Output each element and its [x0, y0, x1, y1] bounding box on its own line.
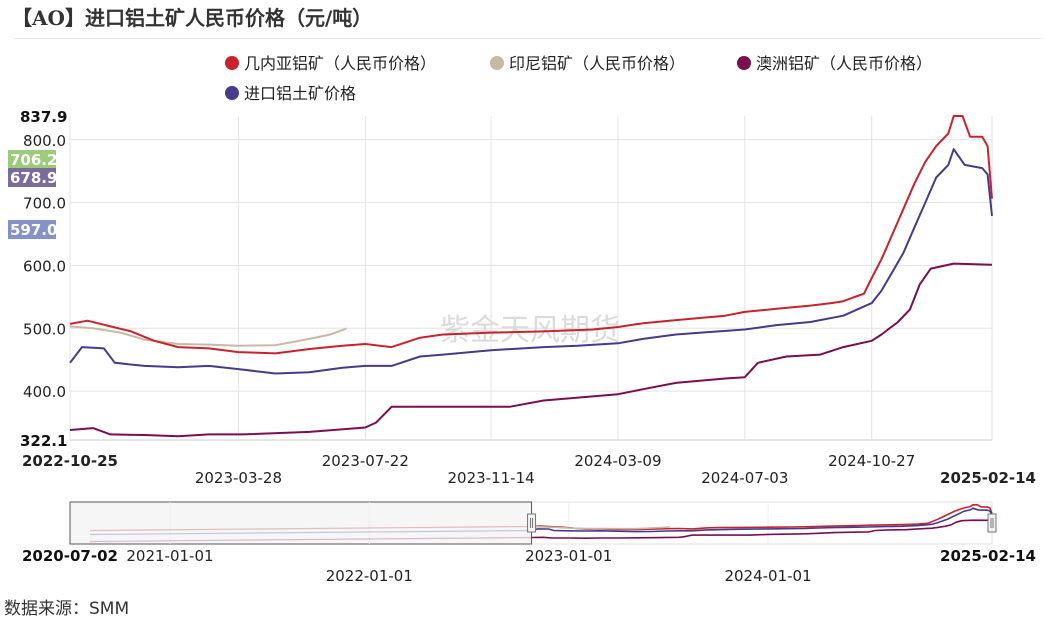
navigator-series-line: [531, 525, 670, 530]
last-value-badge: [8, 220, 56, 239]
navigator-series-line: [531, 507, 993, 533]
last-value-label: 678.9: [10, 169, 57, 187]
chart-canvas: 几内亚铝矿（人民币价格） 印尼铝矿（人民币价格） 澳洲铝矿（人民币价格） 进口铝土矿价…: [8, 54, 1036, 585]
legend-marker: [225, 56, 239, 70]
navigator-history-trace: [89, 526, 532, 532]
x-tick-label: 2023-11-14: [447, 469, 534, 487]
series-line: [69, 115, 993, 355]
legend-item-label: 进口铝土矿价格: [244, 84, 356, 103]
x-tick-label: 2025-02-14: [940, 469, 1036, 487]
legend[interactable]: 几内亚铝矿（人民币价格） 印尼铝矿（人民币价格） 澳洲铝矿（人民币价格） 进口铝土矿价…: [225, 54, 932, 103]
y-axis: 400.0 500.0 600.0 700.0 800.0 837.9 322.1 706.2…: [8, 108, 67, 450]
x-tick-label: 2023-07-22: [322, 452, 409, 470]
legend-item-label: 印尼铝矿（人民币价格）: [509, 54, 685, 73]
legend-marker: [737, 56, 751, 70]
navigator-tick-label: 2023-01-01: [525, 547, 612, 565]
navigator-history-trace: [89, 536, 532, 543]
navigator-series-line: [531, 519, 993, 540]
x-tick-label: 2024-07-03: [701, 469, 788, 487]
y-min-label: 322.1: [20, 432, 67, 450]
plot-area: [69, 115, 993, 438]
title-divider: [14, 38, 1042, 39]
y-tick-label: 400.0: [23, 383, 66, 401]
chart-title: 【AO】进口铝土矿人民币价格（元/吨）: [12, 6, 373, 30]
series-line: [69, 148, 993, 375]
x-tick-label: 2024-03-09: [574, 452, 661, 470]
y-tick-label: 800.0: [23, 132, 66, 150]
grid: [69, 116, 993, 441]
x-tick-label: 2022-10-25: [22, 452, 118, 470]
navigator-history-trace: [89, 525, 532, 532]
series-line: [69, 325, 348, 347]
navigator-handle[interactable]: [527, 513, 537, 533]
last-value-label: 597.0: [10, 221, 57, 239]
y-tick-label: 700.0: [23, 195, 66, 213]
navigator-handle[interactable]: [987, 513, 997, 533]
navigator-end-label: 2025-02-14: [940, 547, 1036, 565]
data-source: 数据来源：SMM: [4, 599, 130, 619]
navigator-tick-label: 2021-01-01: [126, 547, 213, 565]
x-tick-label: 2024-10-27: [828, 452, 915, 470]
watermark: 紫金天风期货: [440, 313, 620, 348]
last-value-label: 706.2: [10, 151, 57, 169]
last-value-badge: [8, 168, 56, 187]
watermark-text: 紫金天风期货: [440, 313, 620, 348]
x-tick-label: 2023-03-28: [195, 469, 282, 487]
legend-marker: [225, 86, 239, 100]
navigator-start-label: 2020-07-02: [22, 547, 118, 565]
last-value-badge: [8, 150, 56, 169]
y-tick-label: 600.0: [23, 257, 66, 275]
navigator-tick-label: 2022-01-01: [326, 567, 413, 585]
x-axis: 2022-10-25 2023-03-28 2023-07-22 2023-11-14…: [22, 452, 1036, 487]
y-max-label: 837.9: [20, 108, 67, 126]
y-tick-label: 500.0: [23, 320, 66, 338]
range-navigator[interactable]: 2021-01-01 2022-01-01 2023-01-01 2024-01-01…: [22, 501, 1036, 585]
legend-item-label: 几内亚铝矿（人民币价格）: [244, 54, 436, 73]
legend-item-label: 澳洲铝矿（人民币价格）: [756, 54, 932, 73]
legend-marker: [490, 56, 504, 70]
navigator-tick-label: 2024-01-01: [724, 567, 811, 585]
navigator-unselected: [69, 501, 533, 545]
navigator-history-trace: [89, 529, 532, 536]
series-line: [69, 262, 993, 438]
